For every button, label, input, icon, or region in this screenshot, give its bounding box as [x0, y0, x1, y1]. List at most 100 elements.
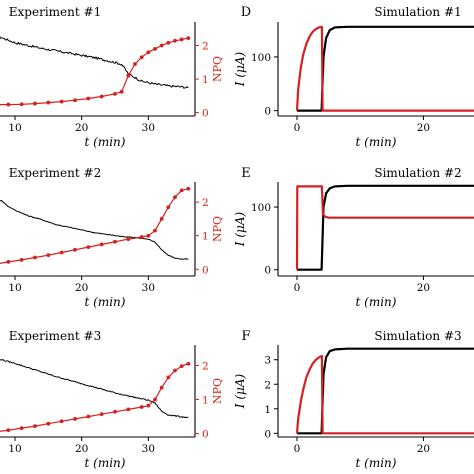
- series-line-1: [0, 37, 189, 106]
- y2-tick-label: 0: [202, 429, 209, 441]
- data-point: [59, 250, 64, 255]
- series-line-1: [0, 188, 189, 265]
- data-point: [139, 405, 144, 409]
- data-point: [86, 245, 91, 250]
- data-point: [19, 257, 24, 262]
- panel-simB: 0 20 t (min) 0 100 I (μA) Simulation #2 E: [233, 166, 474, 309]
- plot-area: [0, 358, 191, 433]
- y2-tick-label: 1: [202, 231, 209, 243]
- y2-tick-label: 1: [202, 74, 209, 86]
- x-tick-label: 10: [8, 122, 21, 134]
- data-point: [179, 188, 184, 193]
- series-line-1: [0, 363, 189, 432]
- panel-title: Simulation #1: [374, 5, 461, 19]
- plot-area: [0, 186, 191, 265]
- x-tick-label: 20: [417, 122, 430, 134]
- x-tick-label: 20: [75, 443, 88, 455]
- series-line-0: [0, 200, 189, 260]
- panel-title: Experiment #3: [9, 329, 101, 343]
- data-point: [99, 94, 104, 99]
- y-tick-label: 1: [264, 404, 271, 416]
- data-point: [133, 62, 137, 66]
- y2-tick-label: 2: [202, 197, 209, 209]
- y-tick-label: 100: [251, 52, 271, 64]
- series-line-1: [295, 25, 474, 112]
- panel-simA: 0 20 t (min) 0 100 I (μA) Simulation #1 D: [233, 5, 474, 149]
- data-point: [159, 385, 164, 390]
- plot-area: [295, 25, 474, 112]
- data-point: [86, 414, 91, 419]
- panel-simC: 0 20 t (min) 0 1 2 3 I (μA) Simulation #3 F: [233, 329, 474, 470]
- y-axis-label: I (μA): [233, 373, 247, 409]
- data-point: [146, 233, 151, 238]
- x-tick-label: 0: [294, 122, 301, 134]
- y2-tick-label: 1: [202, 395, 209, 407]
- y2-tick-label: 0: [202, 108, 209, 120]
- data-point: [146, 403, 151, 408]
- data-point: [19, 426, 24, 431]
- data-point: [186, 186, 191, 191]
- data-point: [139, 235, 144, 239]
- data-point: [126, 73, 131, 78]
- data-point: [46, 253, 51, 258]
- x-tick-label: 30: [142, 282, 155, 294]
- series-line-0: [0, 35, 189, 89]
- y-tick-label: 0: [264, 106, 271, 118]
- data-point: [19, 102, 24, 107]
- x-tick-label: 30: [142, 122, 155, 134]
- data-point: [113, 239, 117, 244]
- data-point: [99, 412, 104, 417]
- x-tick-label: 0: [294, 443, 301, 455]
- data-point: [179, 364, 184, 369]
- x-axis-label: t (min): [356, 135, 397, 149]
- x-tick-label: 20: [75, 122, 88, 134]
- y-tick-label: 0: [264, 428, 271, 440]
- panel-title: Experiment #2: [9, 166, 101, 180]
- data-point: [59, 419, 64, 424]
- y2-axis-label: NPQ: [211, 216, 224, 242]
- data-point: [46, 100, 51, 105]
- data-point: [99, 242, 104, 247]
- panel-title: Simulation #3: [374, 329, 461, 343]
- y2-tick-label: 2: [202, 41, 209, 53]
- y2-axis-label: NPQ: [211, 56, 224, 82]
- data-point: [179, 37, 184, 42]
- data-point: [153, 228, 157, 233]
- x-tick-label: 30: [142, 443, 155, 455]
- y2-axis-label: NPQ: [211, 378, 224, 404]
- data-point: [166, 375, 171, 380]
- data-point: [166, 40, 171, 45]
- data-point: [86, 96, 91, 101]
- data-point: [186, 36, 191, 41]
- y2-tick-label: 0: [202, 264, 209, 276]
- data-point: [6, 428, 11, 433]
- data-point: [119, 89, 124, 94]
- series-line-1: [295, 354, 474, 435]
- data-point: [113, 409, 117, 414]
- data-point: [6, 260, 11, 264]
- series-line-1: [295, 185, 474, 270]
- x-tick-label: 0: [294, 282, 301, 294]
- data-point: [73, 417, 77, 421]
- x-axis-label: t (min): [85, 295, 126, 309]
- data-point: [33, 255, 37, 260]
- y-tick-label: 2: [264, 379, 271, 391]
- data-point: [126, 407, 131, 412]
- panel-title: Experiment #1: [9, 5, 101, 19]
- x-tick-label: 10: [8, 282, 21, 294]
- x-axis-label: t (min): [356, 295, 397, 309]
- y-tick-label: 100: [251, 202, 271, 214]
- data-point: [139, 55, 144, 60]
- data-point: [33, 424, 37, 428]
- data-point: [186, 361, 191, 366]
- data-point: [166, 205, 171, 210]
- panel-letter: D: [241, 5, 251, 20]
- data-point: [73, 247, 77, 252]
- y2-tick-label: 2: [202, 360, 209, 372]
- panel-letter: F: [241, 329, 250, 344]
- panel-title: Simulation #2: [374, 166, 461, 180]
